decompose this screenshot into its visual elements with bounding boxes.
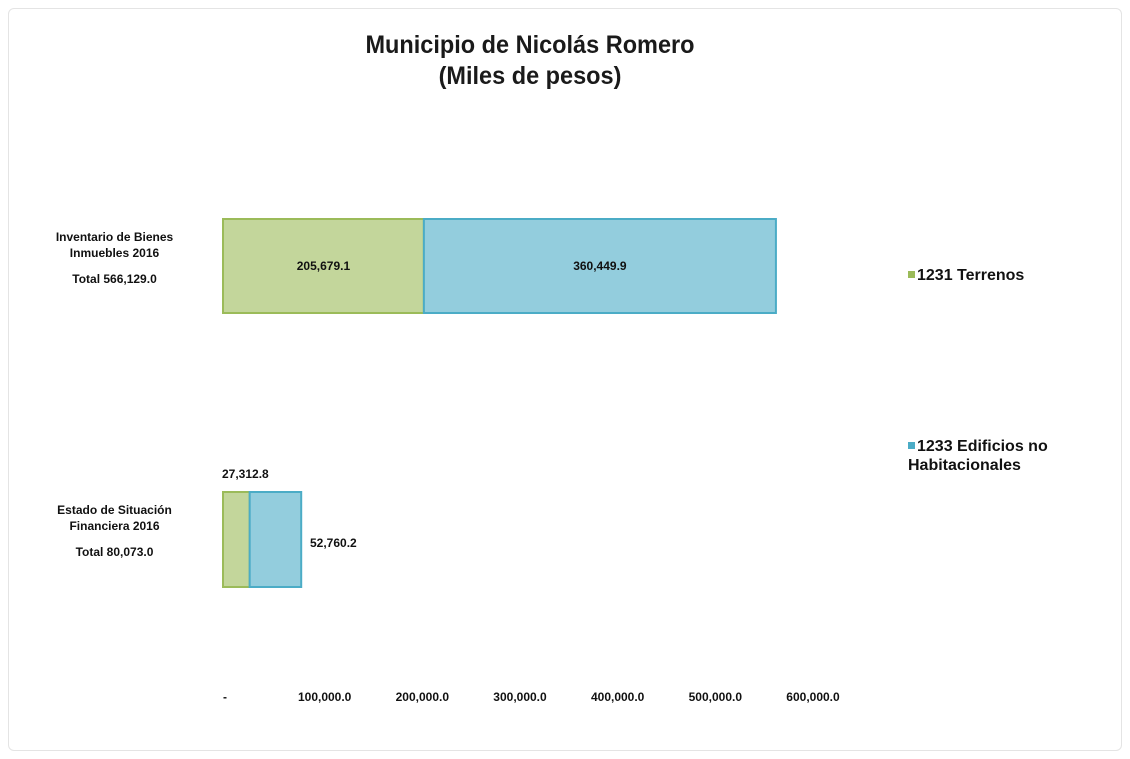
chart-title-block: Municipio de Nicolás Romero (Miles de pe… (32, 30, 1028, 92)
category-total: Total 80,073.0 (75, 545, 154, 559)
category-total: Total 566,129.0 (72, 272, 157, 286)
x-tick-label: 500,000.0 (689, 690, 743, 704)
data-label: 52,760.2 (310, 536, 357, 550)
chart-frame (8, 8, 1122, 751)
x-tick-label: 600,000.0 (786, 690, 840, 704)
data-label: 27,312.8 (222, 467, 269, 481)
data-label: 205,679.1 (297, 259, 351, 273)
x-tick-label: 400,000.0 (591, 690, 645, 704)
category-label-inventario: Inventario de Bienes Inmuebles 2016 Tota… (12, 229, 217, 287)
bar-segment (422, 218, 777, 314)
chart-subtitle: (Miles de pesos) (438, 62, 622, 90)
bar-segment (222, 491, 251, 588)
legend-swatch-terrenos (908, 271, 915, 278)
legend-swatch-edificios (908, 442, 915, 449)
x-tick-label: - (223, 690, 227, 704)
legend-label-edificios: 1233 Edificios no Habitacionales (908, 438, 1048, 474)
bar-segment (222, 218, 425, 314)
category-name: Inventario de Bienes Inmuebles 2016 (55, 230, 174, 260)
category-name: Estado de Situación Financiera 2016 (57, 503, 172, 533)
data-label: 360,449.9 (573, 259, 627, 273)
chart-title: Municipio de Nicolás Romero (365, 31, 695, 59)
legend-item-edificios: 1233 Edificios no Habitacionales (908, 437, 1098, 475)
legend-label-terrenos: 1231 Terrenos (917, 267, 1025, 284)
x-tick-label: 200,000.0 (396, 690, 450, 704)
bar-segment (248, 491, 303, 588)
x-tick-label: 100,000.0 (298, 690, 352, 704)
x-tick-label: 300,000.0 (493, 690, 547, 704)
category-label-estado: Estado de Situación Financiera 2016 Tota… (12, 502, 217, 560)
legend-item-terrenos: 1231 Terrenos (908, 266, 1108, 285)
